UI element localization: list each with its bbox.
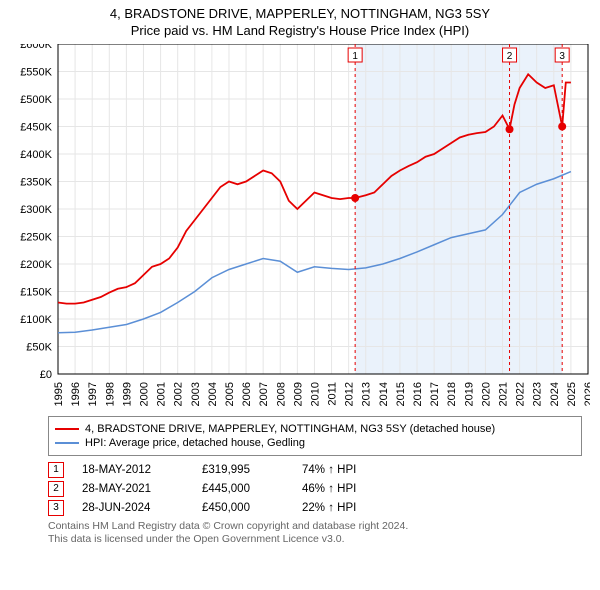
svg-text:1998: 1998 [104,382,116,406]
svg-text:2016: 2016 [412,382,424,406]
sale-date: 18-MAY-2012 [82,464,202,476]
svg-text:2013: 2013 [361,382,373,406]
svg-text:2012: 2012 [344,382,356,406]
legend-label: 4, BRADSTONE DRIVE, MAPPERLEY, NOTTINGHA… [85,423,495,435]
svg-text:2: 2 [507,51,513,62]
svg-text:2021: 2021 [498,382,510,406]
svg-text:1999: 1999 [121,382,133,406]
sale-price: £319,995 [202,464,302,476]
svg-text:£300K: £300K [20,204,52,216]
svg-text:2009: 2009 [292,382,304,406]
sale-row: 2 28-MAY-2021 £445,000 46% ↑ HPI [48,481,582,497]
sale-pct: 46% ↑ HPI [302,483,382,495]
svg-text:£50K: £50K [26,341,52,353]
svg-text:2019: 2019 [463,382,475,406]
svg-text:2002: 2002 [173,382,185,406]
sale-badge: 1 [48,462,64,478]
svg-text:2022: 2022 [515,382,527,406]
svg-text:2008: 2008 [275,382,287,406]
svg-text:2020: 2020 [480,382,492,406]
svg-text:1996: 1996 [70,382,82,406]
svg-text:2015: 2015 [395,382,407,406]
sale-pct: 74% ↑ HPI [302,464,382,476]
sale-badge: 3 [48,500,64,516]
sale-row: 1 18-MAY-2012 £319,995 74% ↑ HPI [48,462,582,478]
legend-label: HPI: Average price, detached house, Gedl… [85,437,305,449]
svg-text:£350K: £350K [20,176,52,188]
svg-text:£0: £0 [40,369,52,381]
svg-text:2014: 2014 [378,382,390,406]
sale-badge-number: 3 [53,502,59,513]
svg-text:2024: 2024 [549,382,561,406]
legend-swatch [55,442,79,444]
price-chart: £0 £50K £100K £150K £200K £250K £300K £350K £400… [10,44,590,412]
svg-text:2025: 2025 [566,382,578,406]
svg-text:2018: 2018 [446,382,458,406]
svg-text:2011: 2011 [327,382,339,406]
svg-text:£200K: £200K [20,259,52,271]
svg-text:2017: 2017 [429,382,441,406]
sale-row: 3 28-JUN-2024 £450,000 22% ↑ HPI [48,500,582,516]
svg-text:£600K: £600K [20,44,52,51]
svg-text:£550K: £550K [20,66,52,78]
svg-text:1995: 1995 [53,382,65,406]
svg-text:2001: 2001 [156,382,168,406]
svg-text:£400K: £400K [20,149,52,161]
legend: 4, BRADSTONE DRIVE, MAPPERLEY, NOTTINGHA… [48,416,582,456]
svg-text:2026: 2026 [583,382,590,406]
chart-title-line2: Price paid vs. HM Land Registry's House … [10,23,590,40]
sale-pct: 22% ↑ HPI [302,502,382,514]
chart-title-line1: 4, BRADSTONE DRIVE, MAPPERLEY, NOTTINGHA… [10,6,590,23]
svg-text:2000: 2000 [138,382,150,406]
sale-date: 28-MAY-2021 [82,483,202,495]
svg-text:2007: 2007 [258,382,270,406]
legend-swatch [55,428,79,430]
svg-text:£150K: £150K [20,286,52,298]
svg-text:1: 1 [352,51,358,62]
svg-text:2023: 2023 [532,382,544,406]
svg-text:1997: 1997 [87,382,99,406]
sale-badge: 2 [48,481,64,497]
sale-date: 28-JUN-2024 [82,502,202,514]
sale-badge-number: 1 [53,464,59,475]
svg-text:2010: 2010 [309,382,321,406]
legend-item: HPI: Average price, detached house, Gedl… [55,437,575,449]
chart-container: 4, BRADSTONE DRIVE, MAPPERLEY, NOTTINGHA… [0,0,600,590]
svg-text:£100K: £100K [20,314,52,326]
sale-price: £450,000 [202,502,302,514]
footer: Contains HM Land Registry data © Crown c… [48,520,582,546]
svg-text:2006: 2006 [241,382,253,406]
sale-badge-number: 2 [53,483,59,494]
footer-line2: This data is licensed under the Open Gov… [48,533,582,546]
svg-text:£250K: £250K [20,231,52,243]
sale-price: £445,000 [202,483,302,495]
svg-text:£450K: £450K [20,121,52,133]
svg-text:3: 3 [559,51,565,62]
svg-text:2005: 2005 [224,382,236,406]
footer-line1: Contains HM Land Registry data © Crown c… [48,520,582,533]
svg-text:£500K: £500K [20,94,52,106]
sales-table: 1 18-MAY-2012 £319,995 74% ↑ HPI 2 28-MA… [48,462,582,516]
svg-text:2003: 2003 [190,382,202,406]
legend-item: 4, BRADSTONE DRIVE, MAPPERLEY, NOTTINGHA… [55,423,575,435]
svg-text:2004: 2004 [207,382,219,406]
